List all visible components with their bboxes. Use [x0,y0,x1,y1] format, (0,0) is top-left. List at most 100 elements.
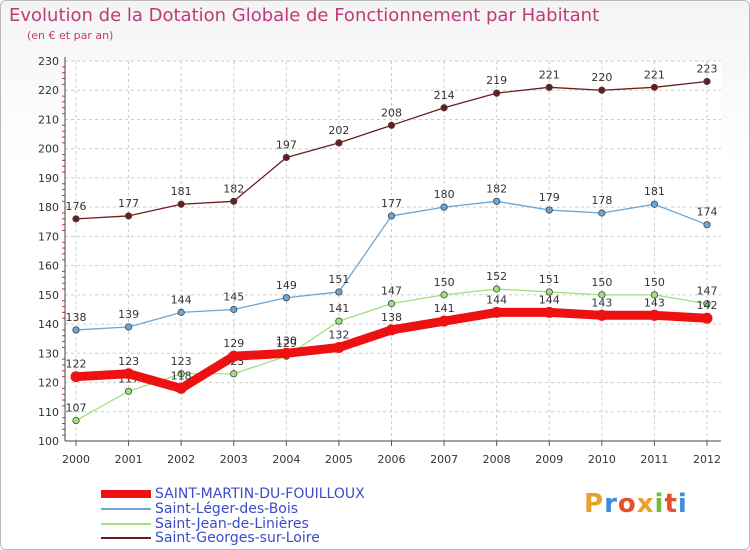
data-point-saint-leger-des-bois-2012 [703,221,711,229]
y-tick-label-180: 180 [38,201,59,214]
x-tick-label-2001: 2001 [115,453,143,466]
legend-swatch-saint-martin [101,490,151,498]
y-tick-label-160: 160 [38,260,59,273]
x-tick-label-2005: 2005 [325,453,353,466]
data-point-saint-georges-sur-loire-2007 [440,104,448,112]
data-point-saint-jean-de-linieres-2012 [703,300,711,308]
x-tick-label-2002: 2002 [167,453,195,466]
data-point-saint-leger-des-bois-2007 [440,203,448,211]
data-point-saint-georges-sur-loire-2000 [72,215,80,223]
data-point-saint-georges-sur-loire-2010 [598,86,606,94]
chart-title: Evolution de la Dotation Globale de Fonc… [9,5,600,26]
data-label-saint-leger-des-bois-2002: 144 [171,293,192,306]
data-label-saint-georges-sur-loire-2007: 214 [434,89,455,102]
data-label-saint-jean-de-linieres-2011: 150 [644,276,665,289]
data-label-saint-leger-des-bois-2012: 174 [697,206,718,219]
data-label-saint-leger-des-bois-2008: 182 [486,182,507,195]
data-label-saint-jean-de-linieres-2002: 123 [171,355,192,368]
data-point-saint-martin-du-fouilloux-2003 [228,350,240,362]
data-label-saint-martin-du-fouilloux-2004: 130 [276,334,297,347]
data-label-saint-leger-des-bois-2000: 138 [66,311,87,324]
y-tick-label-230: 230 [38,55,59,68]
data-label-saint-jean-de-linieres-2007: 150 [434,276,455,289]
data-point-saint-georges-sur-loire-2005 [335,139,343,147]
y-tick-label-100: 100 [38,435,59,448]
y-tick-label-140: 140 [38,318,59,331]
legend-label-saint-leger: Saint-Léger-des-Bois [155,501,299,517]
data-point-saint-martin-du-fouilloux-2008 [491,306,503,318]
legend-item-saint-jean: Saint-Jean-de-Linières [101,517,309,531]
y-tick-label-150: 150 [38,289,59,302]
x-tick-label-2010: 2010 [588,453,616,466]
data-label-saint-martin-du-fouilloux-2005: 132 [328,328,349,341]
legend-swatch-saint-georges [101,537,151,539]
x-tick-label-2000: 2000 [62,453,90,466]
data-point-saint-jean-de-linieres-2008 [493,285,501,293]
data-label-saint-leger-des-bois-2001: 139 [118,308,139,321]
data-label-saint-leger-des-bois-2011: 181 [644,185,665,198]
data-label-saint-martin-du-fouilloux-2002: 118 [171,369,192,382]
x-tick-label-2009: 2009 [535,453,563,466]
data-point-saint-georges-sur-loire-2003 [230,197,238,205]
data-label-saint-georges-sur-loire-2010: 220 [591,71,612,84]
data-point-saint-martin-du-fouilloux-2005 [333,341,345,353]
data-point-saint-martin-du-fouilloux-2004 [280,347,292,359]
legend-item-saint-martin: SAINT-MARTIN-DU-FOUILLOUX [101,487,365,501]
y-tick-label-210: 210 [38,113,59,126]
data-label-saint-leger-des-bois-2004: 149 [276,279,297,292]
data-point-saint-jean-de-linieres-2007 [440,291,448,299]
chart-subtitle: (en € et par an) [27,29,114,42]
data-point-saint-martin-du-fouilloux-2007 [438,315,450,327]
data-point-saint-jean-de-linieres-2000 [72,416,80,425]
y-tick-label-110: 110 [38,406,59,419]
data-point-saint-martin-du-fouilloux-2010 [596,309,608,321]
data-label-saint-georges-sur-loire-2000: 176 [66,200,87,213]
data-point-saint-leger-des-bois-2003 [230,305,238,314]
legend-label-saint-georges: Saint-Georges-sur-Loire [155,530,320,546]
data-point-saint-georges-sur-loire-2006 [387,121,396,129]
data-label-saint-leger-des-bois-2007: 180 [434,188,455,201]
data-point-saint-georges-sur-loire-2009 [545,83,553,91]
data-label-saint-jean-de-linieres-2010: 150 [591,276,612,289]
data-point-saint-martin-du-fouilloux-2006 [386,324,397,336]
data-label-saint-jean-de-linieres-2008: 152 [486,270,507,283]
data-point-saint-leger-des-bois-2005 [335,288,343,296]
legend-label-saint-martin: SAINT-MARTIN-DU-FOUILLOUX [155,486,365,502]
data-label-saint-georges-sur-loire-2002: 181 [171,185,192,198]
data-point-saint-jean-de-linieres-2009 [545,288,553,296]
proxiti-logo: Proxiti [584,489,688,519]
data-label-saint-martin-du-fouilloux-2011: 143 [644,296,665,309]
x-tick-label-2012: 2012 [693,453,721,466]
data-label-saint-martin-du-fouilloux-2010: 143 [591,296,612,309]
y-tick-label-200: 200 [38,143,59,156]
data-label-saint-georges-sur-loire-2009: 221 [539,68,560,81]
data-point-saint-jean-de-linieres-2006 [387,300,396,308]
y-tick-label-190: 190 [38,172,59,185]
data-label-saint-jean-de-linieres-2000: 107 [66,402,87,415]
x-tick-label-2003: 2003 [220,453,248,466]
data-point-saint-martin-du-fouilloux-2011 [648,309,660,321]
data-label-saint-martin-du-fouilloux-2012: 142 [697,299,718,312]
data-point-saint-leger-des-bois-2001 [124,323,133,331]
legend-swatch-saint-leger [101,508,151,510]
data-point-saint-martin-du-fouilloux-2000 [70,371,82,383]
data-label-saint-leger-des-bois-2006: 177 [381,197,402,210]
data-point-saint-leger-des-bois-2008 [493,197,501,205]
data-label-saint-martin-du-fouilloux-2003: 129 [223,337,244,350]
data-point-saint-georges-sur-loire-2001 [124,212,133,220]
data-label-saint-georges-sur-loire-2012: 223 [697,62,718,75]
y-tick-label-130: 130 [38,347,59,360]
legend-item-saint-georges: Saint-Georges-sur-Loire [101,531,320,545]
data-point-saint-jean-de-linieres-2011 [650,291,659,299]
data-label-saint-jean-de-linieres-2005: 141 [328,302,349,315]
data-point-saint-martin-du-fouilloux-2009 [543,306,555,318]
data-point-saint-jean-de-linieres-2002 [177,370,185,378]
data-label-saint-jean-de-linieres-2004: 129 [276,337,297,350]
data-point-saint-georges-sur-loire-2008 [493,89,501,97]
data-point-saint-martin-du-fouilloux-2002 [175,382,187,394]
data-label-saint-leger-des-bois-2003: 145 [223,290,244,303]
data-label-saint-martin-du-fouilloux-2000: 122 [66,358,87,371]
legend-swatch-saint-jean [101,523,151,525]
